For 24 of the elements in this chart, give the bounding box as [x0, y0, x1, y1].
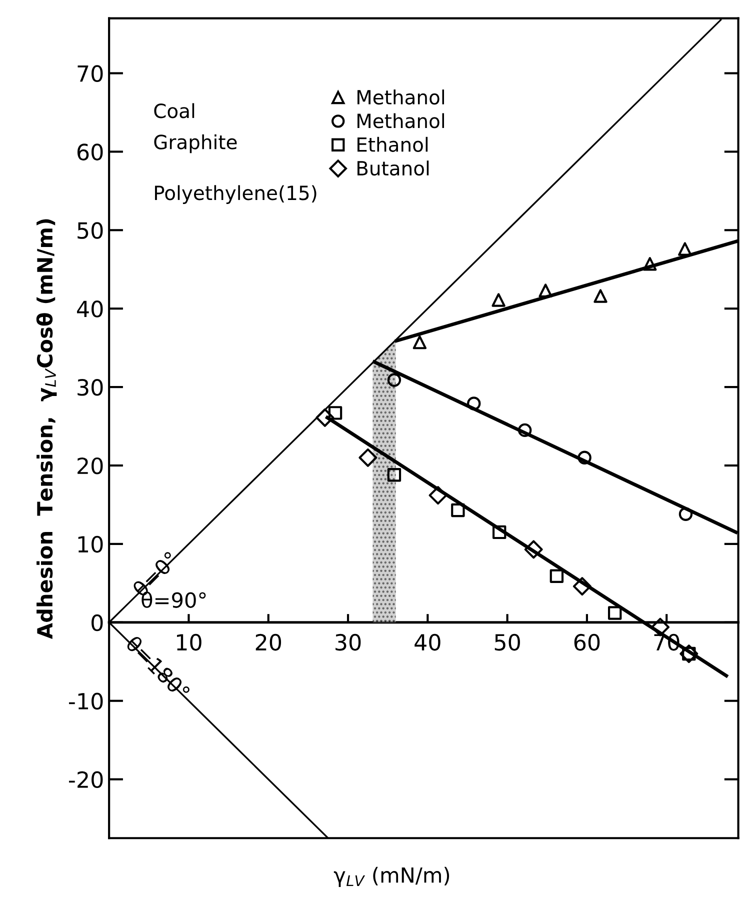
- y-tick-label: 60: [77, 144, 103, 160]
- y-tick-label: -20: [69, 771, 103, 788]
- y-tick-label: 0: [92, 614, 103, 632]
- annotation: Coal: [154, 103, 194, 118]
- y-tick-label: 20: [78, 457, 103, 474]
- y-axis-title: Adhesion Tension, γ$_{LV}$Cosθ (mN/m): [36, 219, 57, 639]
- y-tick-label: 10: [78, 536, 103, 553]
- x-tick-label: 50: [494, 634, 520, 651]
- y-tick-label: 30: [78, 378, 103, 396]
- x-tick-label: 30: [336, 634, 361, 651]
- annotation: Polyethylene(15): [155, 185, 316, 204]
- y-tick-label: 40: [77, 300, 103, 318]
- legend-label: Ethanol: [358, 136, 428, 152]
- x-tick-label: 60: [574, 634, 600, 651]
- annotation: Graphite: [154, 134, 237, 154]
- y-tick-label: -10: [69, 692, 103, 710]
- x-axis-title: γ$_{LV}$ (mN/m): [334, 866, 450, 887]
- x-tick-label: 40: [414, 634, 440, 651]
- legend-label: Methanol: [358, 90, 444, 105]
- y-tick-label: 70: [78, 65, 103, 82]
- legend-label: Methanol: [358, 113, 444, 128]
- y-tick-label: 50: [78, 222, 103, 239]
- legend-label: Butanol: [358, 160, 429, 176]
- x-tick-label: 20: [256, 634, 282, 651]
